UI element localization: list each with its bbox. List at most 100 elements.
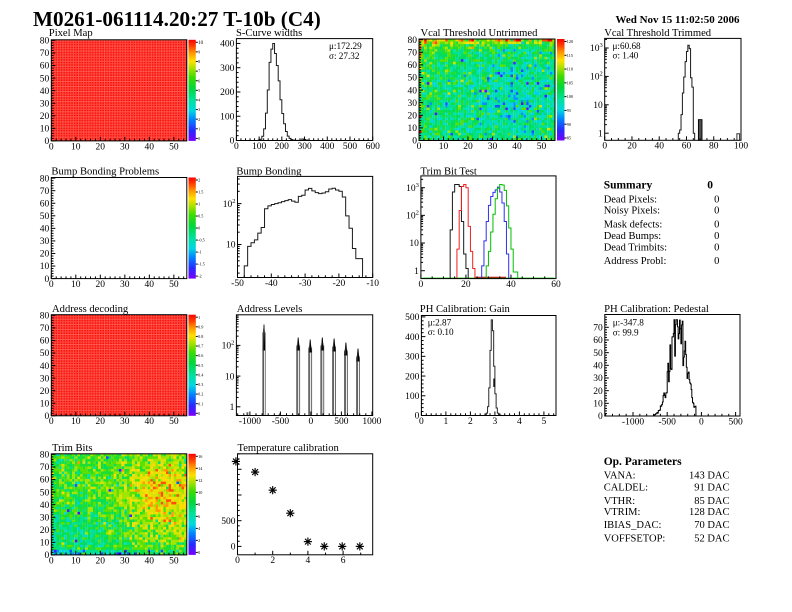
svg-text:400: 400 [405, 333, 420, 343]
svg-text:0.5: 0.5 [198, 363, 203, 368]
svg-text:Wed Nov 15 11:02:50 2006: Wed Nov 15 11:02:50 2006 [615, 14, 740, 26]
svg-text:70: 70 [40, 463, 50, 473]
svg-text:0: 0 [419, 417, 424, 427]
svg-text:-1: -1 [198, 250, 202, 255]
svg-text:100: 100 [567, 94, 573, 99]
svg-text:0: 0 [419, 280, 424, 290]
svg-text:0: 0 [714, 256, 719, 267]
svg-text:CALDEL:: CALDEL: [604, 482, 648, 493]
svg-text:50: 50 [40, 349, 50, 359]
svg-text:1: 1 [598, 129, 603, 139]
svg-text:Dead Bumps:: Dead Bumps: [604, 231, 662, 242]
svg-text:μ:60.68: μ:60.68 [613, 41, 642, 51]
svg-text:80: 80 [40, 451, 50, 461]
svg-text:60: 60 [40, 199, 50, 209]
svg-text:2: 2 [198, 538, 200, 543]
svg-text:10: 10 [593, 101, 603, 111]
svg-text:20: 20 [593, 387, 603, 397]
svg-text:Trim Bits: Trim Bits [52, 443, 93, 454]
svg-text:100: 100 [252, 142, 267, 152]
svg-text:1: 1 [198, 202, 200, 207]
svg-text:4: 4 [517, 417, 522, 427]
svg-text:μ:-347.8: μ:-347.8 [613, 318, 645, 328]
svg-text:50: 50 [169, 280, 179, 290]
svg-text:105: 105 [567, 81, 573, 86]
svg-text:30: 30 [593, 374, 603, 384]
svg-text:Address decoding: Address decoding [52, 304, 129, 315]
svg-text:1000: 1000 [362, 417, 381, 427]
svg-text:-2: -2 [198, 274, 202, 279]
svg-text:σ: 1.40: σ: 1.40 [613, 51, 639, 61]
svg-text:10: 10 [40, 539, 50, 549]
svg-text:60: 60 [40, 62, 50, 72]
svg-text:110: 110 [567, 67, 573, 72]
svg-text:4: 4 [306, 556, 311, 566]
svg-text:40: 40 [40, 501, 50, 511]
svg-text:0: 0 [309, 417, 314, 427]
svg-text:10: 10 [40, 125, 50, 135]
svg-text:M0261-061114.20:27 T-10b (C4): M0261-061114.20:27 T-10b (C4) [33, 7, 321, 31]
svg-text:50: 50 [169, 556, 179, 566]
svg-text:Dead Pixels:: Dead Pixels: [604, 194, 657, 205]
svg-text:Bump Bonding Problems: Bump Bonding Problems [51, 167, 159, 178]
svg-text:Mask defects:: Mask defects: [604, 220, 663, 231]
svg-text:85: 85 [567, 136, 571, 141]
svg-text:0: 0 [45, 137, 50, 147]
svg-text:30: 30 [120, 280, 130, 290]
svg-text:20: 20 [96, 280, 106, 290]
svg-text:20: 20 [96, 556, 106, 566]
svg-text:6: 6 [198, 78, 200, 83]
svg-text:0: 0 [699, 417, 704, 427]
svg-text:10: 10 [40, 399, 50, 409]
svg-text:0: 0 [49, 142, 54, 152]
svg-text:VTRIM:: VTRIM: [604, 507, 641, 518]
svg-text:20: 20 [40, 112, 50, 122]
svg-text:40: 40 [506, 280, 516, 290]
svg-text:60: 60 [551, 280, 561, 290]
svg-text:10: 10 [226, 241, 236, 251]
svg-text:100: 100 [220, 112, 235, 122]
svg-text:0: 0 [235, 556, 240, 566]
svg-text:0: 0 [417, 142, 422, 152]
svg-text:60: 60 [408, 61, 418, 71]
svg-text:0: 0 [412, 137, 417, 147]
svg-text:μ:2.87: μ:2.87 [428, 318, 452, 328]
svg-text:0: 0 [49, 280, 54, 290]
svg-text:40: 40 [40, 225, 50, 235]
svg-text:0.7: 0.7 [198, 344, 203, 349]
svg-text:6: 6 [341, 556, 346, 566]
svg-text:-1000: -1000 [239, 417, 261, 427]
svg-text:μ:172.29: μ:172.29 [329, 41, 362, 51]
svg-text:20: 20 [40, 387, 50, 397]
svg-text:0.3: 0.3 [198, 382, 203, 387]
svg-text:143 DAC: 143 DAC [689, 471, 730, 482]
svg-text:Vcal Threshold Trimmed: Vcal Threshold Trimmed [604, 28, 712, 39]
svg-text:500: 500 [728, 417, 743, 427]
svg-text:50: 50 [40, 212, 50, 222]
svg-text:2: 2 [468, 417, 473, 427]
svg-text:200: 200 [220, 88, 235, 98]
svg-text:16: 16 [198, 454, 202, 459]
svg-text:1: 1 [230, 403, 235, 413]
svg-text:0: 0 [49, 556, 54, 566]
svg-text:10: 10 [593, 400, 603, 410]
svg-text:95: 95 [567, 108, 571, 113]
svg-text:10: 10 [71, 142, 81, 152]
svg-text:500: 500 [334, 417, 349, 427]
svg-text:50: 50 [40, 488, 50, 498]
svg-text:50: 50 [169, 142, 179, 152]
svg-text:9: 9 [198, 50, 200, 55]
svg-text:0.2: 0.2 [198, 392, 203, 397]
svg-text:40: 40 [40, 362, 50, 372]
svg-text:40: 40 [145, 556, 155, 566]
svg-text:-1.5: -1.5 [198, 262, 205, 267]
svg-text:10: 10 [225, 372, 235, 382]
svg-text:12: 12 [198, 478, 202, 483]
svg-text:0.5: 0.5 [198, 214, 203, 219]
svg-text:0.1: 0.1 [198, 401, 203, 406]
svg-text:Trim Bit Test: Trim Bit Test [421, 166, 477, 177]
svg-text:10: 10 [71, 556, 81, 566]
svg-text:80: 80 [40, 174, 50, 184]
svg-text:0: 0 [198, 226, 200, 231]
svg-text:10: 10 [198, 41, 204, 46]
